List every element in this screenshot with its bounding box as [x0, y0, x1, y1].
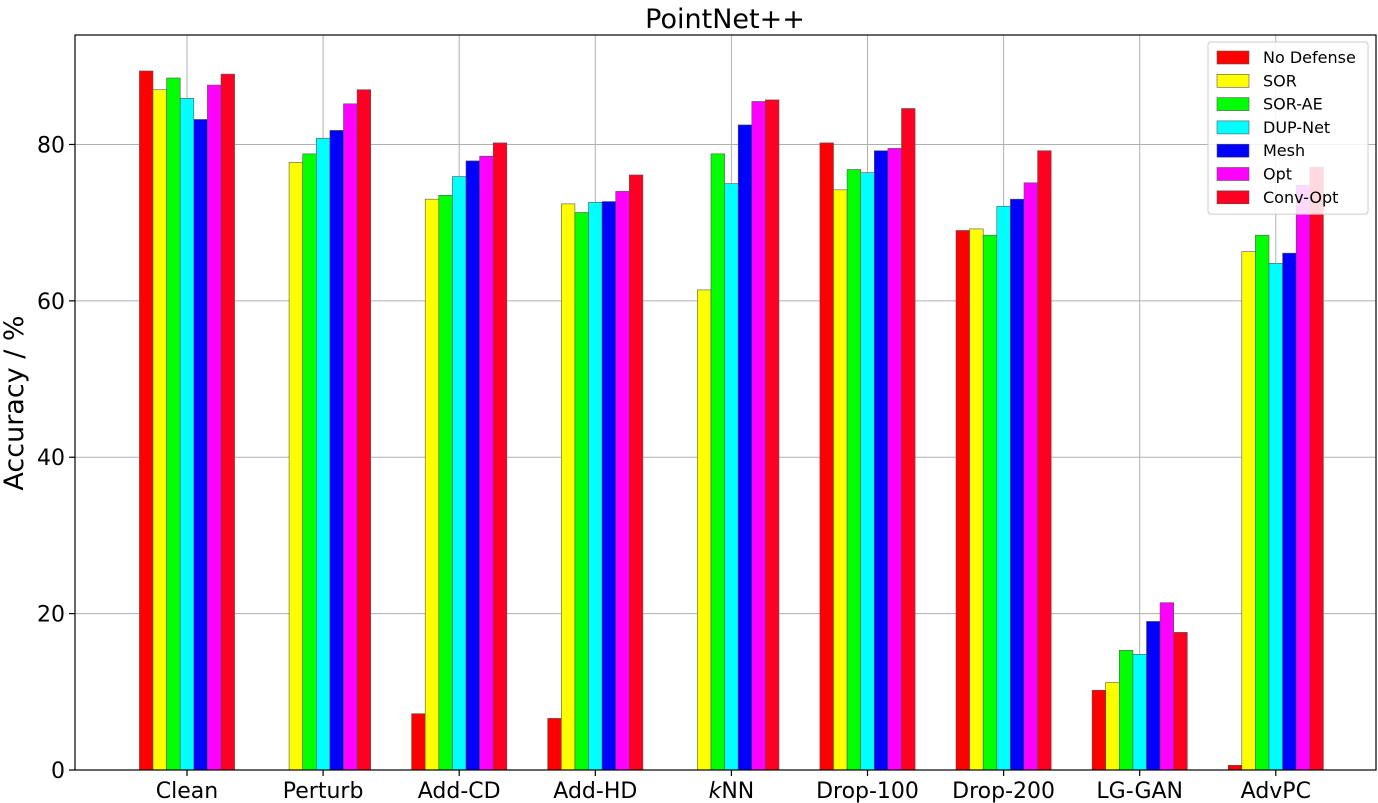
y-axis-label: Accuracy / % — [0, 315, 30, 490]
bar — [737, 124, 753, 771]
bar — [343, 103, 358, 771]
y-tick-label: 0 — [51, 759, 65, 784]
bar — [1227, 765, 1243, 771]
y-tick-label: 60 — [37, 290, 65, 315]
bar — [288, 162, 304, 771]
bar — [220, 73, 235, 771]
y-tick-label: 40 — [37, 446, 65, 471]
x-tick-label: Perturb — [283, 779, 364, 803]
bar — [982, 234, 998, 771]
bar — [1295, 184, 1311, 771]
bar — [356, 89, 372, 771]
bar — [1255, 234, 1270, 771]
bar — [601, 201, 616, 771]
bar — [1091, 689, 1106, 771]
bar — [887, 148, 902, 771]
x-tick-label: LG-GAN — [1096, 779, 1183, 803]
bar — [1241, 251, 1256, 771]
bar — [302, 153, 317, 771]
bar — [492, 142, 508, 771]
bar — [1119, 650, 1134, 771]
legend-label: SOR — [1263, 71, 1297, 90]
bar — [1173, 632, 1188, 771]
legend: No Defense SOR SOR-AE DUP-Net Mesh Opt Conv-Op… — [1207, 41, 1369, 215]
bar — [411, 713, 426, 771]
x-tick-label: Drop-200 — [952, 779, 1055, 803]
bar — [207, 84, 222, 771]
legend-swatch — [1216, 167, 1250, 181]
bar — [438, 194, 453, 771]
x-tick-label: Add-CD — [418, 779, 501, 803]
legend-label: DUP-Net — [1263, 118, 1330, 137]
bar — [1268, 263, 1283, 771]
bar — [846, 169, 861, 771]
bar — [697, 289, 712, 771]
bar — [166, 77, 181, 771]
bar — [588, 202, 603, 771]
bar — [1146, 621, 1161, 771]
bar — [152, 89, 167, 771]
bar — [724, 183, 739, 771]
y-tick-label: 20 — [37, 603, 65, 628]
bar — [615, 191, 630, 771]
bar — [833, 189, 848, 771]
bar — [710, 153, 725, 771]
x-tick-label: Add-HD — [553, 779, 637, 803]
legend-swatch — [1216, 97, 1250, 111]
bar — [765, 99, 780, 771]
bar — [1037, 150, 1052, 771]
bar — [901, 108, 916, 771]
y-tick-label: 80 — [37, 133, 65, 158]
bar — [873, 150, 889, 771]
bar — [329, 130, 344, 771]
x-tick-label: Clean — [156, 779, 218, 803]
bar — [969, 228, 984, 771]
x-tick-label: kNN — [709, 779, 755, 803]
bar — [452, 176, 467, 771]
bar — [819, 142, 834, 771]
bar — [547, 718, 562, 771]
bar — [1309, 166, 1324, 771]
bar — [560, 203, 576, 771]
x-tick-label: AdvPC — [1241, 779, 1311, 803]
bar — [1105, 682, 1120, 771]
bar — [751, 101, 766, 771]
axes: 0 20 40 60 80 Clean Perturb Add-CD Add-HD kNN Drop… — [37, 34, 1377, 803]
bar — [1282, 252, 1297, 771]
bars — [139, 70, 1324, 771]
plot-frame — [74, 34, 1377, 771]
bar — [1023, 182, 1038, 771]
chart-title: PointNet++ — [645, 4, 805, 35]
legend-label: Opt — [1263, 165, 1292, 184]
bar — [315, 137, 331, 771]
bar — [628, 174, 644, 771]
bar — [1159, 602, 1174, 771]
bar — [1010, 198, 1025, 771]
bar — [574, 212, 589, 771]
legend-swatch — [1216, 50, 1250, 65]
bar — [479, 155, 494, 771]
bar — [424, 198, 440, 771]
legend-swatch — [1216, 143, 1250, 158]
bar — [955, 230, 970, 771]
legend-label: SOR-AE — [1263, 95, 1323, 114]
bar — [996, 205, 1011, 771]
bar — [139, 70, 154, 771]
legend-swatch — [1216, 190, 1250, 205]
bar — [1132, 653, 1147, 771]
legend-swatch — [1216, 74, 1250, 88]
bar — [465, 160, 480, 771]
bar — [193, 119, 208, 771]
x-tick-label: Drop-100 — [816, 779, 919, 803]
legend-swatch — [1216, 120, 1250, 135]
legend-label: Conv-Opt — [1263, 188, 1338, 207]
legend-label: No Defense — [1263, 48, 1356, 67]
bar — [860, 172, 875, 771]
legend-label: Mesh — [1263, 141, 1305, 160]
bar — [179, 98, 195, 771]
